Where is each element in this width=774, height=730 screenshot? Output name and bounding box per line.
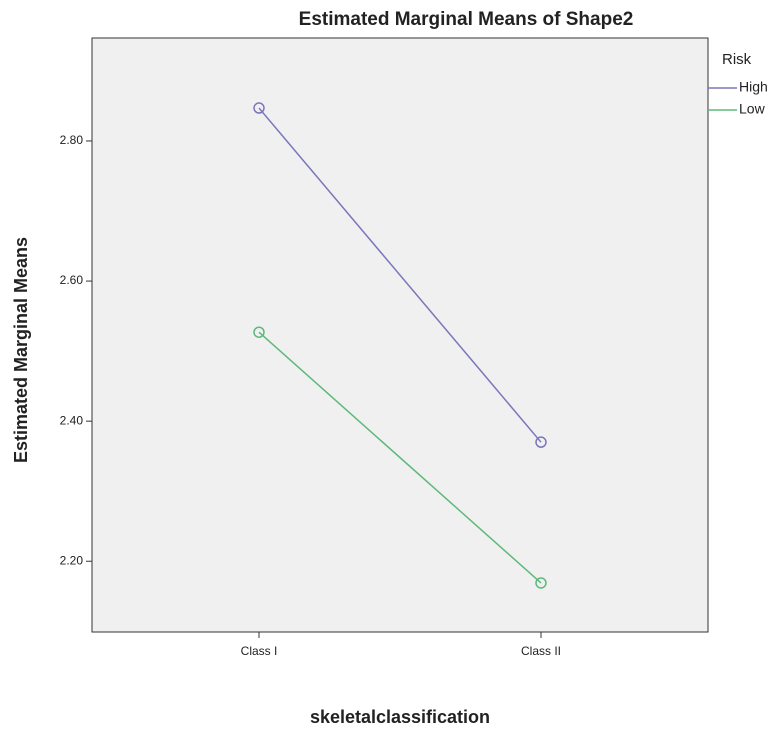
point [535,436,547,448]
x-tick-label: Class I [241,644,278,658]
chart-title: Estimated Marginal Means of Shape2 [299,9,634,30]
legend-label: Low [739,101,766,117]
y-tick-label: 2.20 [60,553,84,567]
legend-label: High [739,79,768,95]
point [253,102,265,114]
series-line [258,107,542,443]
plot-area [91,37,709,633]
y-tick-label: 2.40 [60,413,84,427]
y-tick-label: 2.80 [60,133,84,147]
point [253,326,265,338]
series-line [258,331,542,584]
x-axis-label: skeletalclassification [310,707,490,727]
x-tick-label: Class II [521,644,561,658]
y-axis-label: Estimated Marginal Means [11,237,31,463]
y-tick-label: 2.60 [60,273,84,287]
legend-title: Risk [722,51,752,68]
point [535,577,547,589]
